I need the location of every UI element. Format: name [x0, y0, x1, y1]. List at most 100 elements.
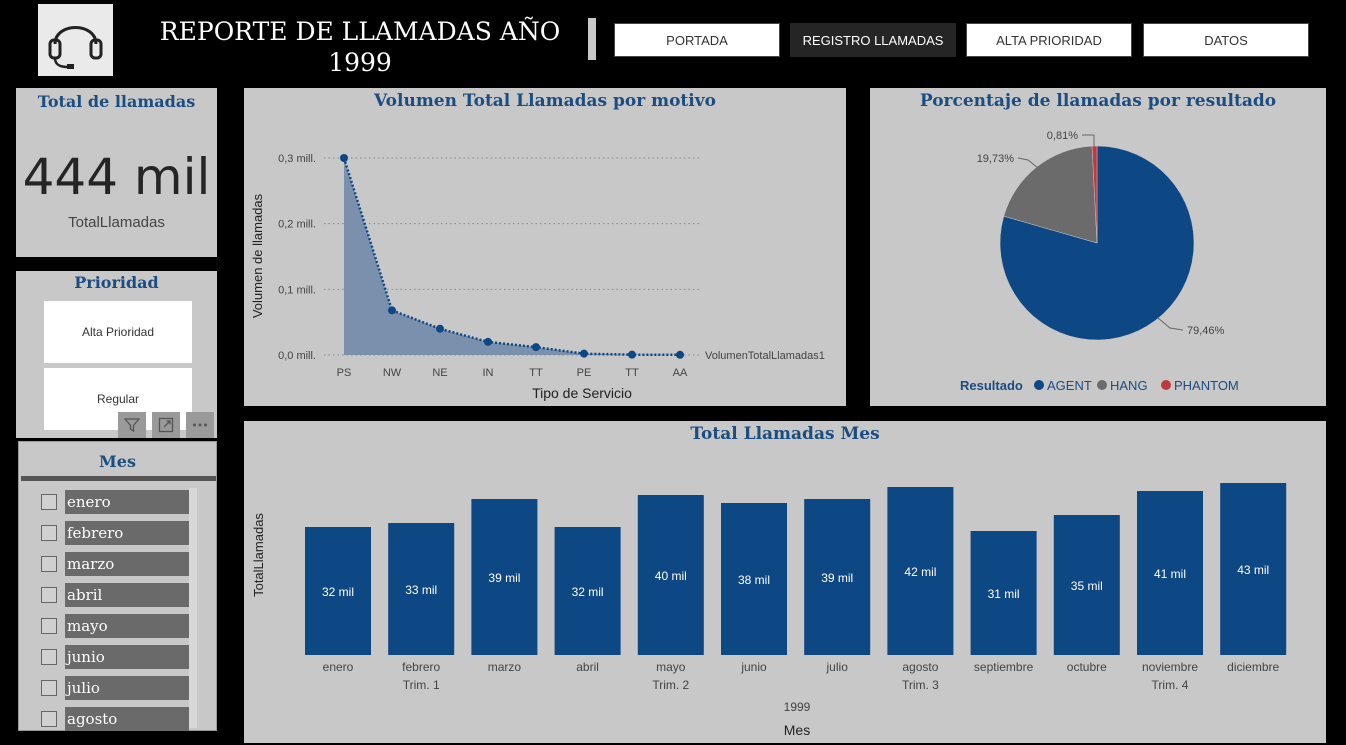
bar-abril	[554, 527, 621, 655]
headset-logo-icon	[38, 4, 113, 76]
bar-febrero	[388, 523, 455, 655]
legend-marker-hang	[1097, 380, 1107, 390]
x-tick-label: PS	[337, 367, 352, 379]
prioridad-title: Prioridad	[74, 273, 159, 292]
mes-checkbox[interactable]	[41, 587, 57, 603]
pie-label-hang: 19,73%	[977, 153, 1015, 165]
mes-checkbox[interactable]	[41, 618, 57, 634]
bar-chart: 32 mil enero 33 mil febrero 39 mil marzo 32 mi…	[251, 483, 1287, 738]
data-point	[628, 350, 636, 359]
leader-line	[1017, 157, 1039, 169]
mes-slicer: Mes enero febrero marzo abril mayo junio julio…	[18, 441, 217, 731]
x-tick-label: TT	[625, 367, 639, 379]
mes-item-agosto[interactable]: agosto	[41, 707, 221, 731]
kpi-title: Total de llamadas	[37, 92, 196, 111]
visual-toolbar	[118, 412, 214, 438]
x-tick-label: noviembre	[1142, 660, 1198, 674]
bar-data-label: 42 mil	[904, 565, 936, 579]
bar-data-label: 31 mil	[988, 587, 1020, 601]
mes-item-marzo[interactable]: marzo	[41, 552, 221, 576]
kpi-card: Total de llamadas 444 mil TotalLlamadas	[16, 88, 217, 257]
mes-item-label: mayo	[65, 614, 189, 638]
series-line	[342, 157, 681, 357]
bar-data-label: 33 mil	[405, 583, 437, 597]
y-tick-label: 0,0 mill.	[278, 350, 316, 362]
focus-mode-icon[interactable]	[152, 412, 180, 438]
bar-noviembre	[1137, 491, 1203, 655]
mes-item-junio[interactable]: junio	[41, 645, 221, 669]
y-tick-label: 0,3 mill.	[278, 153, 316, 165]
y-tick-label: 0,1 mill.	[278, 284, 316, 296]
x-tick-label: NE	[432, 367, 447, 379]
mes-item-enero[interactable]: enero	[41, 490, 221, 514]
nav-button-alta-prioridad[interactable]: ALTA PRIORIDAD	[966, 23, 1132, 57]
bar-septiembre	[970, 531, 1037, 655]
nav-button-portada[interactable]: PORTADA	[614, 23, 780, 57]
bar-junio	[721, 503, 787, 655]
legend-label-phantom: PHANTOM	[1174, 378, 1239, 393]
x-tick-label: AA	[673, 367, 688, 379]
mes-item-abril[interactable]: abril	[41, 583, 221, 607]
bar-diciembre	[1220, 483, 1287, 655]
kpi-label: TotalLlamadas	[68, 214, 165, 231]
pie-label-phantom: 0,81%	[1047, 130, 1078, 142]
mes-item-febrero[interactable]: febrero	[41, 521, 221, 545]
kpi-value: 444 mil	[22, 148, 211, 206]
title-line-2: 1999	[328, 48, 392, 77]
mes-item-label: abril	[65, 583, 189, 607]
mes-checkbox[interactable]	[41, 494, 57, 510]
bar-chart-title: Total Llamadas Mes	[690, 424, 880, 444]
nav-button-registro-llamadas[interactable]: REGISTRO LLAMADAS	[790, 23, 956, 57]
bar-data-label: 39 mil	[488, 571, 520, 585]
mes-item-label: julio	[65, 676, 189, 700]
data-point	[676, 350, 684, 359]
x-tick-label: IN	[483, 367, 494, 379]
mes-checkbox[interactable]	[41, 649, 57, 665]
series-label: VolumenTotalLlamadas1	[705, 350, 825, 362]
legend-label-agent: AGENT	[1047, 378, 1092, 393]
bar-octubre	[1053, 515, 1120, 655]
more-options-icon[interactable]	[186, 412, 214, 438]
data-point	[580, 349, 588, 358]
x-tick-label: marzo	[488, 660, 522, 674]
data-point	[436, 324, 444, 333]
x-tick-label: mayo	[656, 660, 686, 674]
legend-marker-agent	[1034, 380, 1044, 390]
bar-julio	[804, 499, 871, 655]
pie-chart-title: Porcentaje de llamadas por resultado	[919, 91, 1277, 111]
x-tick-label: septiembre	[974, 660, 1034, 674]
mes-item-label: enero	[65, 490, 189, 514]
nav-button-datos[interactable]: DATOS	[1143, 23, 1309, 57]
area-chart-card: Volumen Total Llamadas por motivo 0,0 mi…	[244, 88, 846, 406]
x-tick-label: junio	[740, 660, 767, 674]
page-title: REPORTE DE LLAMADAS AÑO 1999	[150, 16, 570, 78]
legend-label-hang: HANG	[1110, 378, 1148, 393]
mes-item-label: febrero	[65, 521, 189, 545]
prioridad-option-alta[interactable]: Alta Prioridad	[44, 301, 192, 363]
bar-marzo	[471, 499, 538, 655]
mes-checkbox[interactable]	[41, 556, 57, 572]
mes-item-label: agosto	[65, 707, 189, 731]
mes-item-label: marzo	[65, 552, 189, 576]
header-separator	[588, 18, 596, 60]
mes-checkbox[interactable]	[41, 680, 57, 696]
pie-chart-card: Porcentaje de llamadas por resultado 79,…	[870, 88, 1326, 406]
filter-icon[interactable]	[118, 412, 146, 438]
x-tick-label: diciembre	[1227, 660, 1279, 674]
mes-item-julio[interactable]: julio	[41, 676, 221, 700]
x-tick-label: PE	[577, 367, 592, 379]
mes-checkbox[interactable]	[41, 525, 57, 541]
area-chart: 0,0 mill. 0,1 mill. 0,2 mill. 0,3 mill. PS NW…	[250, 153, 825, 401]
quarter-label: Trim. 4	[1152, 678, 1189, 692]
mes-slicer-scrollbar[interactable]	[189, 488, 197, 728]
data-point	[532, 343, 540, 352]
bar-data-label: 41 mil	[1154, 567, 1186, 581]
mes-item-mayo[interactable]: mayo	[41, 614, 221, 638]
mes-slicer-divider	[21, 476, 216, 481]
mes-checkbox[interactable]	[41, 711, 57, 727]
mes-slicer-title: Mes	[99, 452, 136, 471]
bar-agosto	[887, 487, 954, 655]
data-point	[484, 337, 492, 346]
bar-data-label: 35 mil	[1071, 579, 1103, 593]
bar-data-label: 38 mil	[738, 573, 770, 587]
